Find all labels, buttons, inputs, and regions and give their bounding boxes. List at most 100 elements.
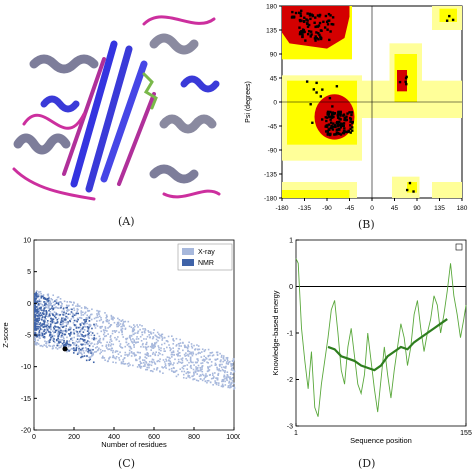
xray-point [156,360,159,363]
xray-point [152,351,155,354]
xray-point [72,316,75,319]
xray-point [141,331,144,334]
nmr-point [34,304,36,306]
nmr-point [67,329,70,331]
nmr-point [82,340,85,342]
xray-point [212,374,214,376]
xray-point [103,335,106,338]
xray-point [229,376,231,378]
residue-point [314,25,317,29]
nmr-point [81,333,83,336]
xray-point [230,371,232,374]
xray-point [154,354,157,357]
xray-point [114,336,116,339]
xray-point [77,334,79,337]
xray-point [133,328,136,331]
residue-point [318,13,322,17]
nmr-point [76,320,79,323]
nmr-point [59,332,61,334]
residue-point [298,18,302,22]
residue-point [335,85,339,88]
nmr-point [43,333,46,335]
xray-point [144,329,147,331]
residue-point [327,115,331,118]
xray-point [121,327,124,330]
nmr-point [87,350,89,353]
residue-point [311,121,314,124]
xray-point [143,338,145,340]
nmr-point [35,310,38,313]
xray-point [45,327,48,330]
nmr-point [44,297,47,300]
xray-point [39,327,42,329]
xray-point [118,340,121,343]
y-tick-label: 1 [289,238,293,245]
y-tick-label: -90 [268,148,278,155]
xray-point [185,377,188,380]
xray-point [145,368,147,371]
xray-point [139,367,142,369]
residue-point [345,130,348,134]
xray-point [174,370,177,373]
nmr-point [87,327,90,330]
xray-point [160,349,162,352]
xray-point [181,366,184,369]
xray-point [165,367,167,369]
xray-point [67,309,69,311]
xray-point [108,322,110,325]
xray-point [148,366,150,369]
xray-point [34,338,37,340]
xray-point [62,306,65,309]
nmr-point [55,302,58,304]
xray-point [230,386,232,388]
nmr-point [58,333,61,336]
xray-point [137,332,139,334]
residue-point [324,116,327,119]
xray-point [83,329,86,331]
xray-point [166,340,168,342]
xray-point [189,357,192,360]
xray-point [93,343,96,346]
xray-point [152,345,154,347]
xray-point [48,299,51,302]
xray-point [50,302,53,305]
nmr-point [34,301,37,304]
xray-point [151,358,154,361]
xray-point [49,335,52,338]
nmr-point [90,352,92,354]
y-tick-label: -15 [21,396,31,403]
y-tick-label: -45 [268,124,278,131]
xray-point [161,336,163,338]
nmr-point [64,343,67,346]
xray-point [149,331,152,333]
nmr-point [47,297,50,300]
x-tick-label: -90 [322,205,332,212]
xray-point [47,294,50,297]
residue-point [328,128,331,132]
xray-point [144,365,146,367]
xray-point [187,349,189,352]
xray-point [139,351,141,354]
xray-point [34,342,36,345]
xray-point [90,334,93,336]
xray-point [81,349,84,351]
nmr-point [68,333,70,335]
xray-point [107,333,109,335]
residue-point [329,110,332,114]
xray-point [48,296,50,299]
xray-point [216,368,219,371]
nmr-point [41,323,44,325]
xray-point [67,305,70,307]
xray-point [199,352,201,354]
nmr-point [79,337,82,340]
xray-point [71,304,74,306]
residue-point [330,114,334,117]
xray-point [105,315,108,318]
xray-point [177,358,180,361]
nmr-point [77,312,79,315]
xray-point [124,354,126,356]
xray-point [226,358,229,360]
xray-point [204,376,206,379]
xray-point [206,375,208,377]
xray-point [212,384,214,386]
